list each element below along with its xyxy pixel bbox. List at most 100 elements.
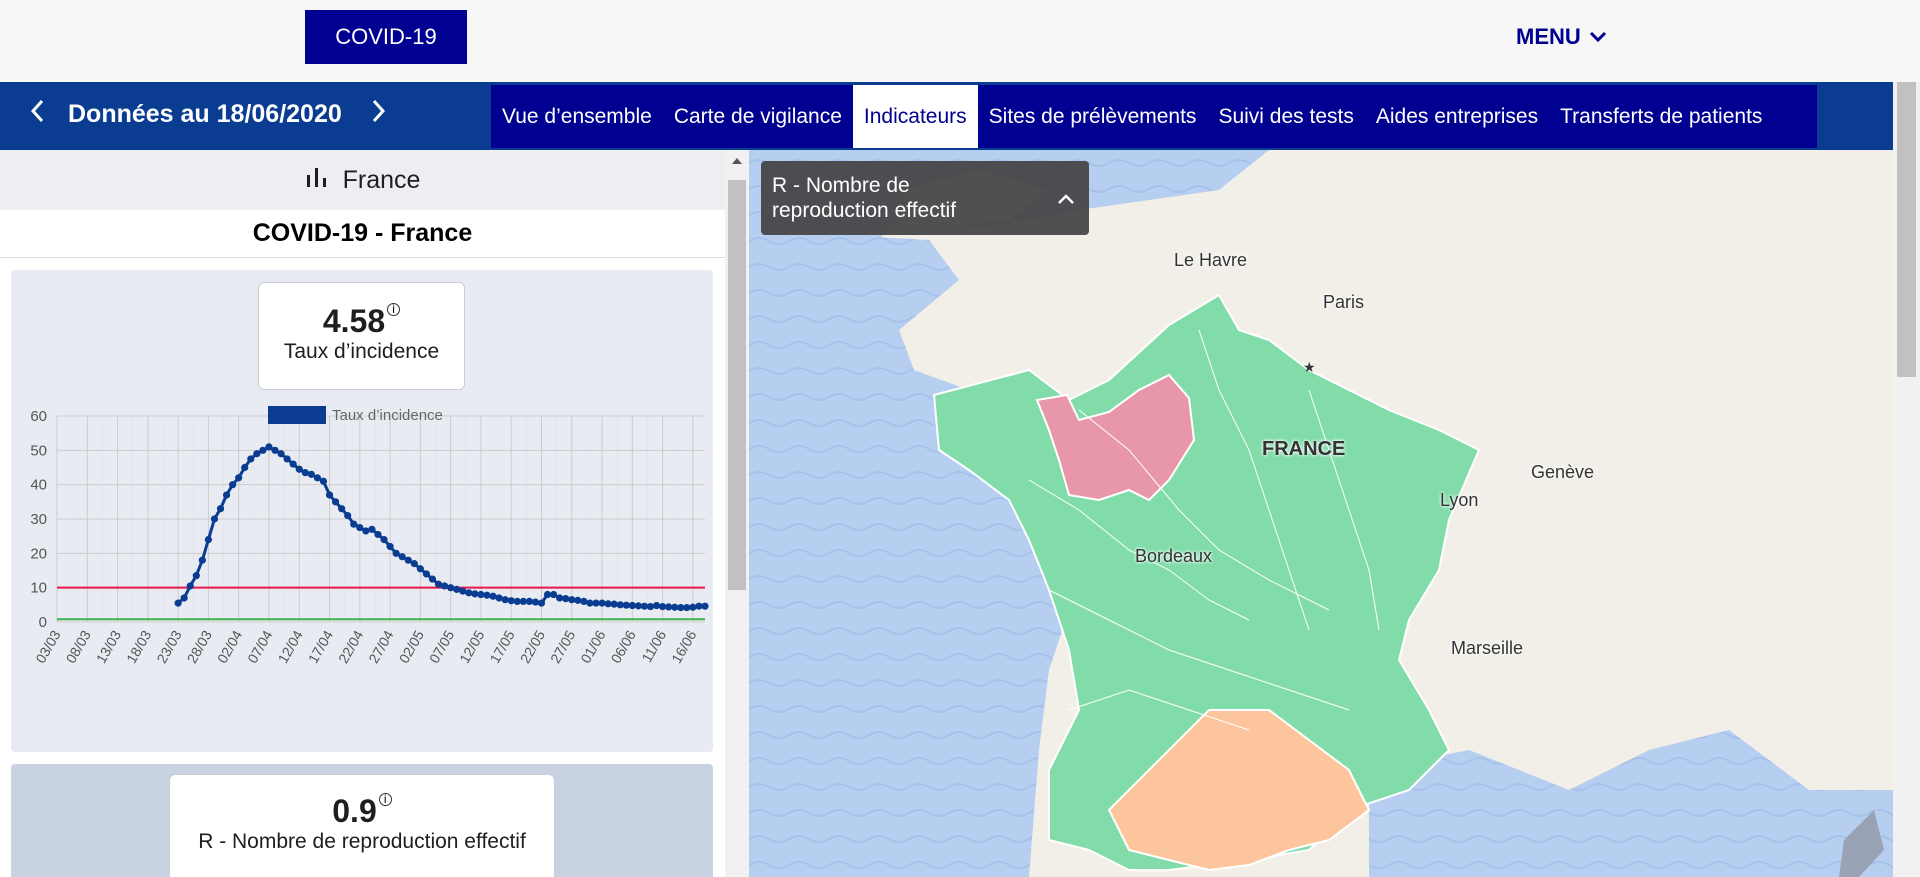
data-point	[659, 602, 667, 611]
label-paris: Paris	[1323, 292, 1365, 312]
data-point	[241, 463, 249, 472]
data-point	[489, 592, 497, 600]
data-point	[701, 602, 709, 610]
data-point	[216, 505, 225, 513]
data-point	[628, 601, 636, 610]
y-tick-label: 20	[30, 545, 47, 562]
x-tick-label: 17/05	[486, 627, 517, 666]
info-icon[interactable]: i	[378, 793, 392, 806]
data-point	[683, 603, 691, 612]
data-point	[313, 474, 322, 482]
data-point	[247, 455, 255, 463]
incidence-label: Taux d’incidence	[283, 340, 440, 363]
data-point	[416, 565, 424, 573]
tab-carte-vigilance[interactable]: Carte de vigilance	[673, 104, 842, 128]
chart-y-ticks: 0 10 20 30 40 50 60	[30, 408, 47, 631]
x-tick-label: 08/03	[62, 627, 93, 666]
x-tick-label: 07/04	[244, 627, 275, 666]
chart-thresholds	[57, 586, 705, 621]
label-bordeaux: Bordeaux	[1135, 546, 1213, 566]
x-tick-label: 02/05	[396, 627, 427, 666]
data-point	[362, 527, 370, 535]
incidence-value: 4.58	[322, 303, 386, 339]
data-point	[586, 599, 594, 607]
x-tick-label: 28/03	[184, 627, 215, 666]
x-tick-label: 27/05	[547, 627, 578, 666]
data-point	[610, 600, 618, 608]
incidence-card: 4.58 i Taux d’incidence Taux d’incidence …	[11, 270, 713, 752]
data-point	[204, 536, 213, 544]
y-tick-label: 40	[30, 477, 47, 494]
tab-aides-entreprises[interactable]: Aides entreprises	[1375, 104, 1539, 128]
data-point	[428, 575, 437, 583]
chevron-down-icon	[1589, 24, 1607, 50]
chart-grid	[56, 415, 705, 623]
previous-date-icon[interactable]	[28, 96, 48, 132]
data-point	[598, 599, 606, 607]
data-point	[695, 602, 703, 610]
legend-label: Taux d’incidence	[332, 407, 443, 424]
data-point	[640, 602, 649, 610]
x-tick-label: 12/04	[274, 627, 305, 666]
map-canvas: ★	[749, 150, 1893, 877]
data-point	[277, 450, 285, 458]
page-scroll-thumb[interactable]	[1897, 82, 1916, 377]
x-tick-label: 13/03	[93, 627, 124, 666]
panel-scrollbar[interactable]	[725, 150, 749, 877]
data-point	[235, 474, 243, 482]
data-point	[622, 601, 630, 609]
tab-transferts-patients[interactable]: Transferts de patients	[1560, 104, 1763, 128]
data-point	[410, 560, 418, 568]
panel-scroll-thumb[interactable]	[728, 180, 746, 590]
x-tick-label: 22/04	[335, 627, 366, 666]
tab-vue-ensemble[interactable]: Vue d’ensemble	[502, 104, 652, 128]
reproduction-kpi: 0.9 i R - Nombre de reproduction effectif	[169, 774, 555, 877]
region-pink	[1035, 373, 1196, 502]
incidence-kpi: 4.58 i Taux d’incidence	[258, 282, 465, 390]
data-point	[392, 549, 400, 557]
data-point	[404, 556, 412, 564]
x-tick-label: 06/06	[608, 627, 639, 666]
label-geneve: Genève	[1531, 462, 1595, 482]
data-point	[513, 597, 521, 605]
info-icon[interactable]: i	[387, 303, 401, 316]
data-point	[543, 590, 552, 599]
x-tick-label: 03/03	[32, 627, 63, 666]
date-label: Données au 18/06/2020	[68, 100, 342, 128]
tab-suivi-tests[interactable]: Suivi des tests	[1218, 104, 1354, 128]
x-tick-label: 27/04	[365, 627, 396, 666]
indicator-selector[interactable]: R - Nombre de reproduction effectif	[761, 161, 1089, 235]
data-point	[440, 582, 449, 590]
data-point	[222, 491, 231, 499]
incidence-chart: Taux d’incidence 0 10 20 30 40 50 60 03/0308/0…	[30, 406, 709, 666]
data-point	[574, 596, 582, 604]
data-point	[634, 602, 642, 610]
reproduction-value: 0.9	[332, 793, 377, 829]
map-view[interactable]: ★ Le Havre Paris FRANCE Genève Lyon Bord…	[749, 150, 1893, 877]
region-orange	[1107, 709, 1371, 872]
chevron-up-icon[interactable]	[1057, 187, 1075, 212]
chart-legend: Taux d’incidence	[268, 406, 443, 424]
next-date-icon[interactable]	[368, 96, 388, 132]
tab-indicateurs[interactable]: Indicateurs	[852, 85, 978, 148]
covid-home-button[interactable]: COVID-19	[305, 10, 467, 64]
scroll-up-icon[interactable]	[732, 158, 742, 164]
data-point	[477, 590, 485, 599]
page-scrollbar[interactable]	[1893, 82, 1920, 877]
data-point	[301, 469, 309, 477]
tab-sites-prelevements[interactable]: Sites de prélèvements	[988, 104, 1197, 128]
data-point	[198, 556, 206, 564]
data-point	[386, 542, 394, 551]
data-point	[253, 450, 261, 458]
data-point	[507, 597, 515, 605]
x-tick-label: 17/04	[305, 627, 336, 666]
x-tick-label: 22/05	[517, 627, 548, 666]
y-tick-label: 60	[30, 408, 47, 425]
menu-button[interactable]: MENU	[1516, 24, 1607, 50]
data-point	[186, 582, 194, 590]
data-point	[689, 603, 697, 611]
region-selector[interactable]: France	[0, 150, 725, 210]
x-tick-label: 16/06	[668, 627, 699, 666]
data-point	[459, 587, 467, 595]
data-point	[192, 572, 200, 580]
